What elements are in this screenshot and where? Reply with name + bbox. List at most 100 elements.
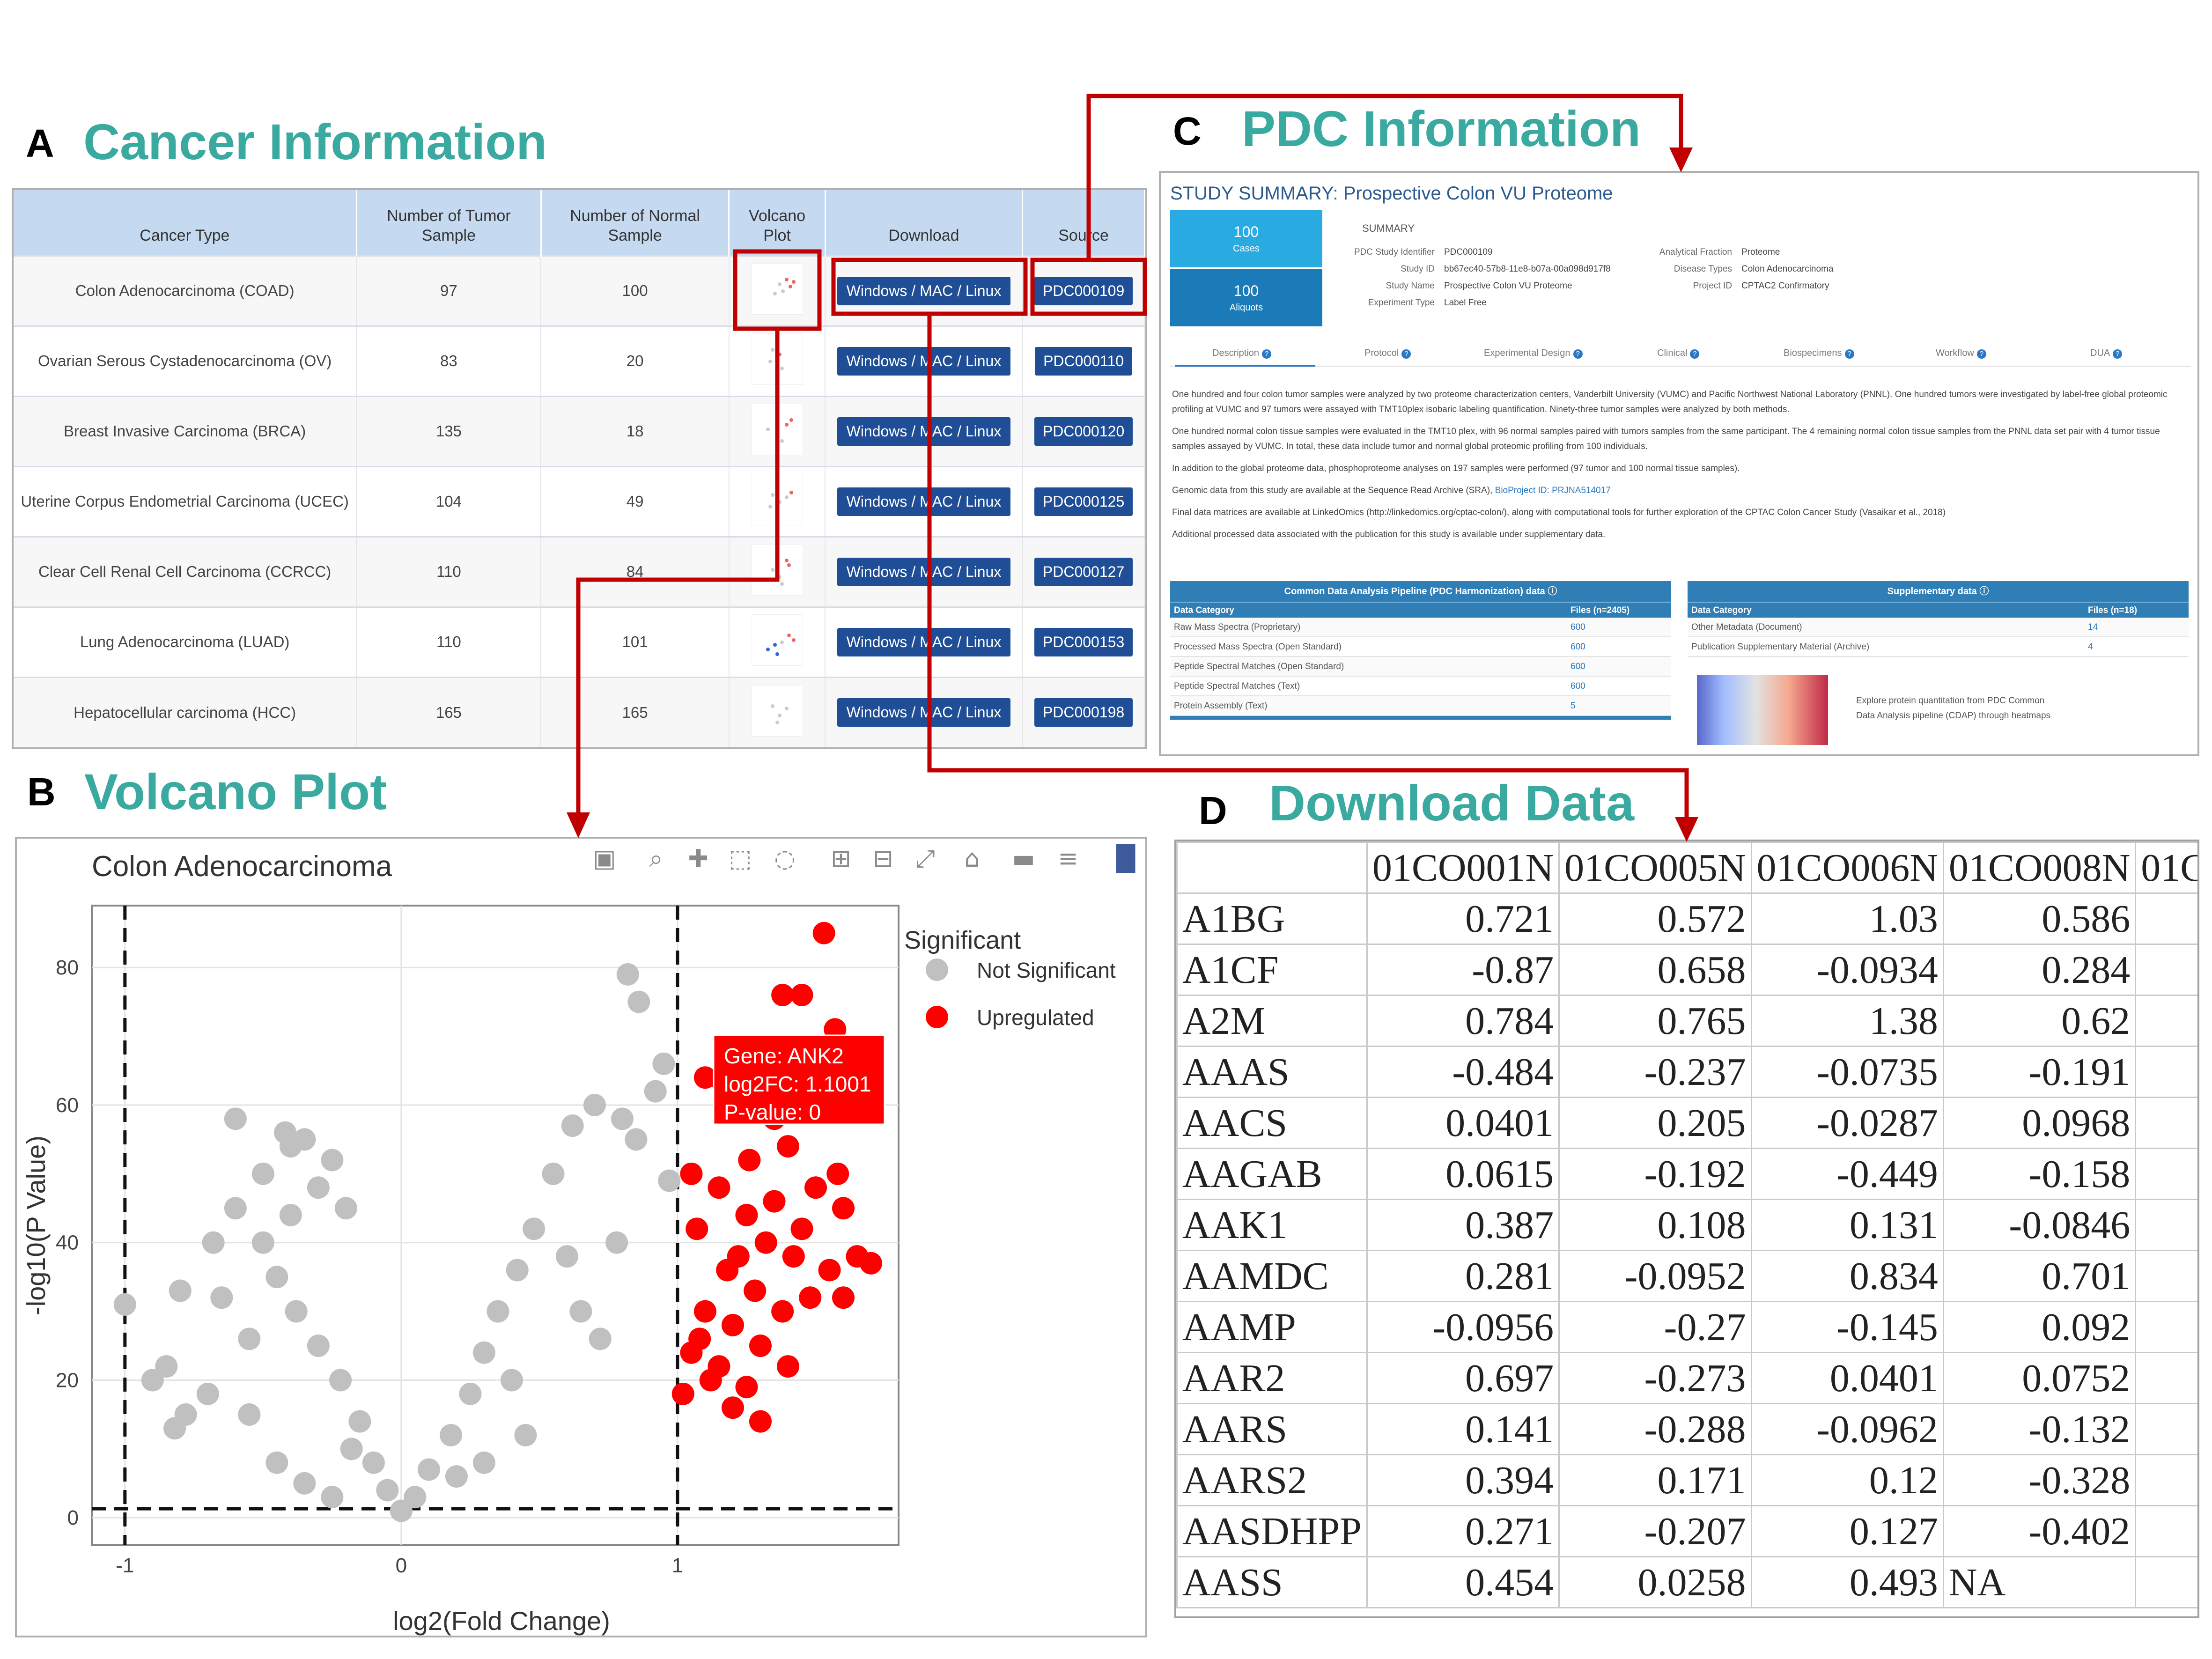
point-not-significant[interactable]	[329, 1369, 352, 1392]
point-not-significant[interactable]	[390, 1499, 413, 1522]
file-count-link[interactable]: 4	[2088, 642, 2093, 652]
point-not-significant[interactable]	[625, 1128, 648, 1151]
point-not-significant[interactable]	[569, 1300, 592, 1323]
aliquots-tile[interactable]: 100 Aliquots	[1170, 269, 1322, 326]
data-category-row[interactable]: Processed Mass Spectra (Open Standard) 60…	[1170, 637, 1671, 657]
data-category-row[interactable]: Raw Mass Spectra (Proprietary) 600	[1170, 618, 1671, 637]
point-upregulated[interactable]	[688, 1327, 711, 1350]
point-not-significant[interactable]	[334, 1197, 357, 1220]
heatmap-thumbnail[interactable]	[1697, 675, 1828, 745]
point-not-significant[interactable]	[611, 1107, 634, 1130]
camera-icon[interactable]: ▣	[593, 845, 616, 873]
zoom-icon[interactable]: ⌕	[649, 845, 663, 873]
point-not-significant[interactable]	[542, 1162, 565, 1185]
file-count-link[interactable]: 600	[1571, 622, 1585, 632]
point-not-significant[interactable]	[506, 1259, 529, 1282]
point-not-significant[interactable]	[251, 1231, 274, 1254]
point-not-significant[interactable]	[251, 1162, 274, 1185]
volcano-thumbnail[interactable]	[751, 685, 803, 737]
point-upregulated[interactable]	[680, 1162, 703, 1185]
pan-icon[interactable]: ✚	[688, 845, 708, 873]
tab-dua[interactable]: DUA?	[2090, 348, 2123, 359]
point-not-significant[interactable]	[279, 1203, 302, 1226]
point-not-significant[interactable]	[285, 1300, 308, 1323]
download-button[interactable]: Windows / MAC / Linux	[837, 698, 1011, 727]
point-not-significant[interactable]	[658, 1169, 681, 1192]
volcano-thumbnail[interactable]	[751, 404, 803, 455]
point-upregulated[interactable]	[754, 1231, 777, 1254]
point-upregulated[interactable]	[790, 983, 813, 1006]
point-not-significant[interactable]	[523, 1217, 546, 1240]
file-count-link[interactable]: 5	[1571, 701, 1576, 711]
volcano-thumbnail[interactable]	[751, 263, 803, 315]
point-upregulated[interactable]	[812, 922, 835, 944]
source-button[interactable]: PDC000110	[1035, 347, 1133, 376]
lasso-icon[interactable]: ◌	[774, 845, 795, 873]
source-button[interactable]: PDC000153	[1034, 627, 1133, 656]
point-not-significant[interactable]	[404, 1486, 427, 1509]
point-upregulated[interactable]	[782, 1245, 805, 1268]
point-upregulated[interactable]	[799, 1286, 822, 1309]
point-not-significant[interactable]	[174, 1403, 197, 1426]
compare-hover-icon[interactable]: ≡	[1058, 845, 1078, 873]
data-category-row[interactable]: Peptide Spectral Matches (Text) 600	[1170, 677, 1671, 696]
download-button[interactable]: Windows / MAC / Linux	[837, 276, 1011, 305]
point-upregulated[interactable]	[744, 1279, 767, 1302]
point-not-significant[interactable]	[472, 1451, 495, 1474]
source-button[interactable]: PDC000109	[1034, 276, 1133, 305]
point-not-significant[interactable]	[202, 1231, 225, 1254]
point-not-significant[interactable]	[376, 1479, 399, 1502]
point-not-significant[interactable]	[155, 1355, 178, 1378]
tab-protocol[interactable]: Protocol?	[1364, 348, 1411, 359]
point-upregulated[interactable]	[738, 1149, 761, 1172]
download-button[interactable]: Windows / MAC / Linux	[837, 347, 1011, 376]
point-upregulated[interactable]	[832, 1286, 855, 1309]
file-count-link[interactable]: 600	[1571, 681, 1585, 691]
point-not-significant[interactable]	[555, 1245, 578, 1268]
file-count-link[interactable]: 600	[1571, 662, 1585, 671]
point-not-significant[interactable]	[224, 1107, 247, 1130]
legend-label-upregulated[interactable]: Upregulated	[977, 1005, 1094, 1030]
point-not-significant[interactable]	[196, 1382, 219, 1405]
point-not-significant[interactable]	[561, 1114, 584, 1137]
tab-description[interactable]: Description?	[1212, 348, 1272, 359]
point-not-significant[interactable]	[238, 1403, 261, 1426]
point-upregulated[interactable]	[708, 1176, 730, 1199]
point-not-significant[interactable]	[459, 1382, 482, 1405]
point-not-significant[interactable]	[445, 1465, 468, 1488]
point-not-significant[interactable]	[500, 1369, 523, 1392]
point-not-significant[interactable]	[293, 1128, 316, 1151]
file-count-link[interactable]: 14	[2088, 622, 2098, 632]
volcano-thumbnail[interactable]	[751, 614, 803, 666]
point-upregulated[interactable]	[776, 1355, 799, 1378]
point-upregulated[interactable]	[699, 1369, 722, 1392]
point-not-significant[interactable]	[224, 1197, 247, 1220]
point-not-significant[interactable]	[307, 1176, 330, 1199]
point-upregulated[interactable]	[818, 1259, 841, 1282]
data-category-row[interactable]: Peptide Spectral Matches (Open Standard)…	[1170, 657, 1671, 677]
source-button[interactable]: PDC000127	[1034, 557, 1133, 586]
point-not-significant[interactable]	[652, 1052, 675, 1075]
source-button[interactable]: PDC000125	[1034, 487, 1133, 516]
header-volcano-plot[interactable]: Volcano Plot	[729, 190, 826, 256]
point-upregulated[interactable]	[763, 1190, 786, 1213]
point-upregulated[interactable]	[859, 1252, 882, 1275]
point-upregulated[interactable]	[749, 1410, 772, 1433]
file-count-link[interactable]: 600	[1571, 642, 1585, 652]
point-not-significant[interactable]	[605, 1231, 628, 1254]
point-not-significant[interactable]	[169, 1279, 192, 1302]
zoom-out-icon[interactable]: ⊟	[873, 845, 893, 873]
point-not-significant[interactable]	[348, 1410, 371, 1433]
point-not-significant[interactable]	[362, 1451, 385, 1474]
point-not-significant[interactable]	[583, 1093, 606, 1116]
point-not-significant[interactable]	[210, 1286, 233, 1309]
download-button[interactable]: Windows / MAC / Linux	[837, 557, 1011, 586]
point-not-significant[interactable]	[616, 963, 639, 986]
legend-label-not-significant[interactable]: Not Significant	[977, 958, 1116, 982]
point-upregulated[interactable]	[735, 1376, 758, 1399]
header-normal-sample[interactable]: Number of Normal Sample	[541, 190, 730, 256]
cases-tile[interactable]: 100 Cases	[1170, 210, 1322, 267]
point-not-significant[interactable]	[417, 1458, 440, 1481]
tab-workflow[interactable]: Workflow?	[1936, 348, 1986, 359]
point-not-significant[interactable]	[589, 1327, 612, 1350]
